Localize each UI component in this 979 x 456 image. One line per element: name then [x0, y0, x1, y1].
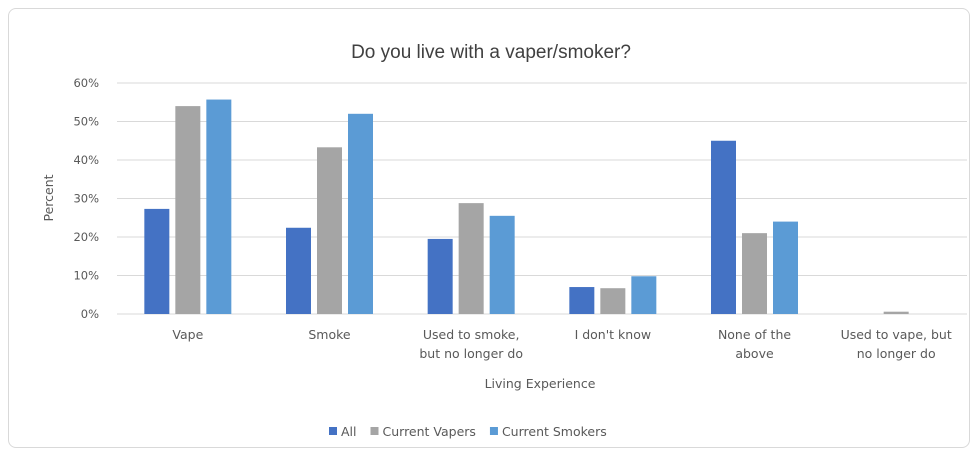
legend-label: Current Smokers	[502, 424, 607, 439]
legend: All Current Vapers Current Smokers	[329, 424, 607, 439]
bar	[348, 113, 373, 314]
bar	[175, 106, 201, 314]
x-category-label: Used to vape, but	[841, 327, 952, 342]
x-category-label: above	[735, 346, 774, 361]
bar	[489, 215, 515, 314]
x-category-label: Vape	[172, 327, 203, 342]
x-category-label: I don't know	[575, 327, 652, 342]
bar	[883, 311, 909, 314]
y-tick-label: 20%	[73, 230, 99, 244]
legend-swatch	[329, 427, 337, 435]
legend-swatch	[489, 427, 498, 435]
y-tick-label: 60%	[73, 76, 99, 90]
y-tick-label: 0%	[81, 307, 99, 321]
x-axis-label: Living Experience	[485, 376, 596, 391]
bar	[206, 99, 232, 315]
x-category-label: no longer do	[857, 346, 936, 361]
x-category-label: Smoke	[308, 327, 351, 342]
x-category-label: None of the	[718, 327, 791, 342]
x-axis-categories: Vape Smoke Used to smoke, but no longer do I…	[172, 327, 951, 361]
bar	[427, 238, 453, 314]
legend-label: All	[341, 424, 357, 439]
bar	[144, 208, 170, 314]
chart-title: Do you live with a vaper/smoker?	[351, 42, 631, 63]
y-tick-label: 10%	[73, 269, 99, 283]
y-axis-ticks: 0% 10% 20% 30% 40% 50% 60%	[73, 76, 99, 321]
bar	[286, 227, 311, 314]
bar	[317, 147, 342, 314]
x-category-label: but no longer do	[419, 346, 523, 361]
bar	[711, 140, 736, 314]
bar	[569, 287, 595, 314]
y-tick-label: 50%	[73, 115, 99, 129]
bar	[631, 276, 657, 314]
bars	[144, 99, 909, 315]
y-axis-label: Percent	[41, 174, 56, 221]
legend-swatch	[370, 427, 379, 435]
y-tick-label: 40%	[73, 153, 99, 167]
bar	[600, 288, 626, 314]
bar	[742, 233, 767, 314]
bar	[773, 221, 798, 314]
legend-label: Current Vapers	[383, 424, 476, 439]
gridlines	[117, 82, 967, 315]
bar	[458, 203, 484, 314]
x-category-label: Used to smoke,	[423, 327, 520, 342]
y-tick-label: 30%	[73, 192, 99, 206]
